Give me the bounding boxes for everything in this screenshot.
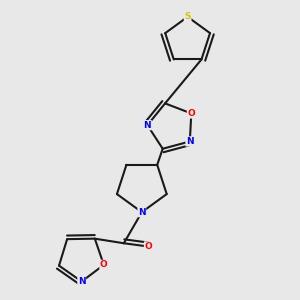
Text: O: O [188, 109, 195, 118]
Text: N: N [144, 121, 151, 130]
Text: O: O [145, 242, 152, 251]
Text: S: S [184, 12, 191, 21]
Text: N: N [78, 277, 85, 286]
Text: O: O [100, 260, 108, 269]
Text: N: N [138, 208, 146, 217]
Text: N: N [186, 137, 194, 146]
